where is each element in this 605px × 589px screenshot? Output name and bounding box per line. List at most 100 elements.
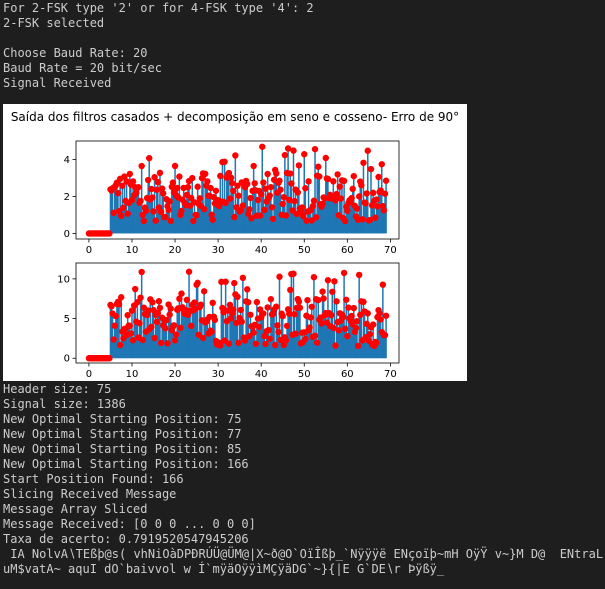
x-tick-label: 10 — [126, 369, 139, 380]
data-point — [260, 179, 267, 186]
terminal-line: Taxa de acerto: 0.7919520547945206 — [3, 532, 249, 546]
data-point — [193, 212, 200, 219]
data-point — [233, 319, 240, 327]
data-point — [174, 184, 181, 192]
data-point — [186, 202, 194, 209]
data-point — [234, 293, 241, 301]
terminal-line: For 2-FSK type '2' or for 4-FSK type '4'… — [3, 1, 314, 15]
data-point — [349, 185, 356, 193]
data-point — [239, 202, 247, 209]
x-tick-label: 50 — [298, 369, 311, 380]
data-point — [157, 208, 165, 216]
terminal-line: Signal size: 1386 — [3, 397, 126, 411]
data-point — [114, 189, 122, 197]
data-point — [137, 294, 144, 301]
data-point — [112, 312, 120, 320]
data-point — [128, 307, 136, 314]
data-point — [344, 332, 351, 340]
data-point — [164, 340, 171, 347]
data-point — [279, 200, 286, 208]
data-point — [225, 340, 233, 347]
data-point — [119, 182, 126, 189]
data-point — [276, 177, 283, 184]
data-point — [212, 187, 220, 194]
data-point — [358, 182, 365, 189]
data-point — [282, 337, 290, 344]
data-point — [116, 341, 124, 349]
data-point — [352, 324, 360, 332]
data-point — [375, 173, 382, 181]
data-point — [200, 205, 208, 213]
data-point — [350, 172, 357, 180]
data-point — [129, 178, 137, 185]
data-point — [235, 339, 242, 347]
data-point — [252, 340, 260, 347]
data-point — [243, 180, 251, 188]
data-point — [345, 304, 352, 311]
data-point — [295, 298, 303, 305]
terminal-line: New Optimal Starting Position: 85 — [3, 442, 242, 456]
data-point — [207, 184, 214, 192]
data-point — [177, 324, 184, 332]
terminal-line: New Optimal Starting Position: 166 — [3, 457, 249, 471]
data-point — [154, 178, 162, 186]
data-point — [266, 192, 273, 199]
terminal-line: IA NolvA∖TEßþ@s( vhNiOàDPÐRÚÜ@ÜM@|X~ð@O`… — [3, 547, 604, 561]
data-point — [250, 162, 257, 170]
data-point — [106, 355, 113, 362]
data-point — [262, 185, 269, 192]
data-point — [149, 194, 156, 201]
matplotlib-figure: Saída dos filtros casados + decomposição… — [3, 104, 467, 381]
data-point — [229, 187, 237, 195]
data-point — [309, 202, 317, 210]
terminal-line: Start Position Found: 166 — [3, 472, 184, 486]
data-point — [267, 296, 275, 303]
data-point — [284, 145, 292, 152]
x-tick-label: 60 — [341, 245, 354, 256]
data-point — [167, 217, 174, 225]
data-point — [324, 175, 332, 183]
data-point — [292, 330, 299, 337]
data-point — [261, 206, 268, 214]
data-point — [374, 203, 381, 210]
data-point — [273, 170, 280, 177]
x-tick-label: 10 — [126, 245, 139, 256]
data-point — [290, 147, 297, 154]
data-point — [200, 288, 208, 295]
data-point — [266, 335, 273, 342]
terminal-line: Choose Baud Rate: 20 — [3, 46, 148, 60]
x-tick-label: 70 — [384, 245, 397, 256]
data-point — [281, 151, 289, 159]
data-point — [162, 213, 169, 221]
data-point — [222, 199, 229, 207]
data-point — [226, 195, 234, 202]
data-point — [226, 301, 234, 309]
data-point — [382, 177, 390, 184]
data-point — [172, 331, 180, 338]
x-tick-label: 30 — [212, 245, 225, 256]
data-point — [260, 310, 267, 317]
data-point — [327, 311, 335, 319]
data-point — [255, 323, 263, 331]
data-point — [238, 318, 246, 325]
data-point — [353, 317, 361, 325]
data-point — [178, 290, 185, 297]
data-point — [144, 307, 152, 314]
data-point — [335, 327, 342, 334]
data-point — [176, 173, 183, 180]
data-point — [276, 273, 283, 280]
data-point — [196, 195, 204, 202]
data-point — [155, 298, 163, 305]
data-point — [194, 183, 201, 190]
data-point — [176, 295, 183, 302]
data-point — [379, 281, 387, 288]
data-point — [288, 180, 295, 187]
data-point — [246, 333, 253, 340]
x-tick-label: 40 — [255, 245, 268, 256]
figure-title: Saída dos filtros casados + decomposição… — [10, 110, 460, 124]
data-point — [315, 163, 322, 170]
data-point — [316, 173, 323, 180]
data-point — [373, 196, 380, 203]
x-tick-label: 20 — [169, 245, 182, 256]
